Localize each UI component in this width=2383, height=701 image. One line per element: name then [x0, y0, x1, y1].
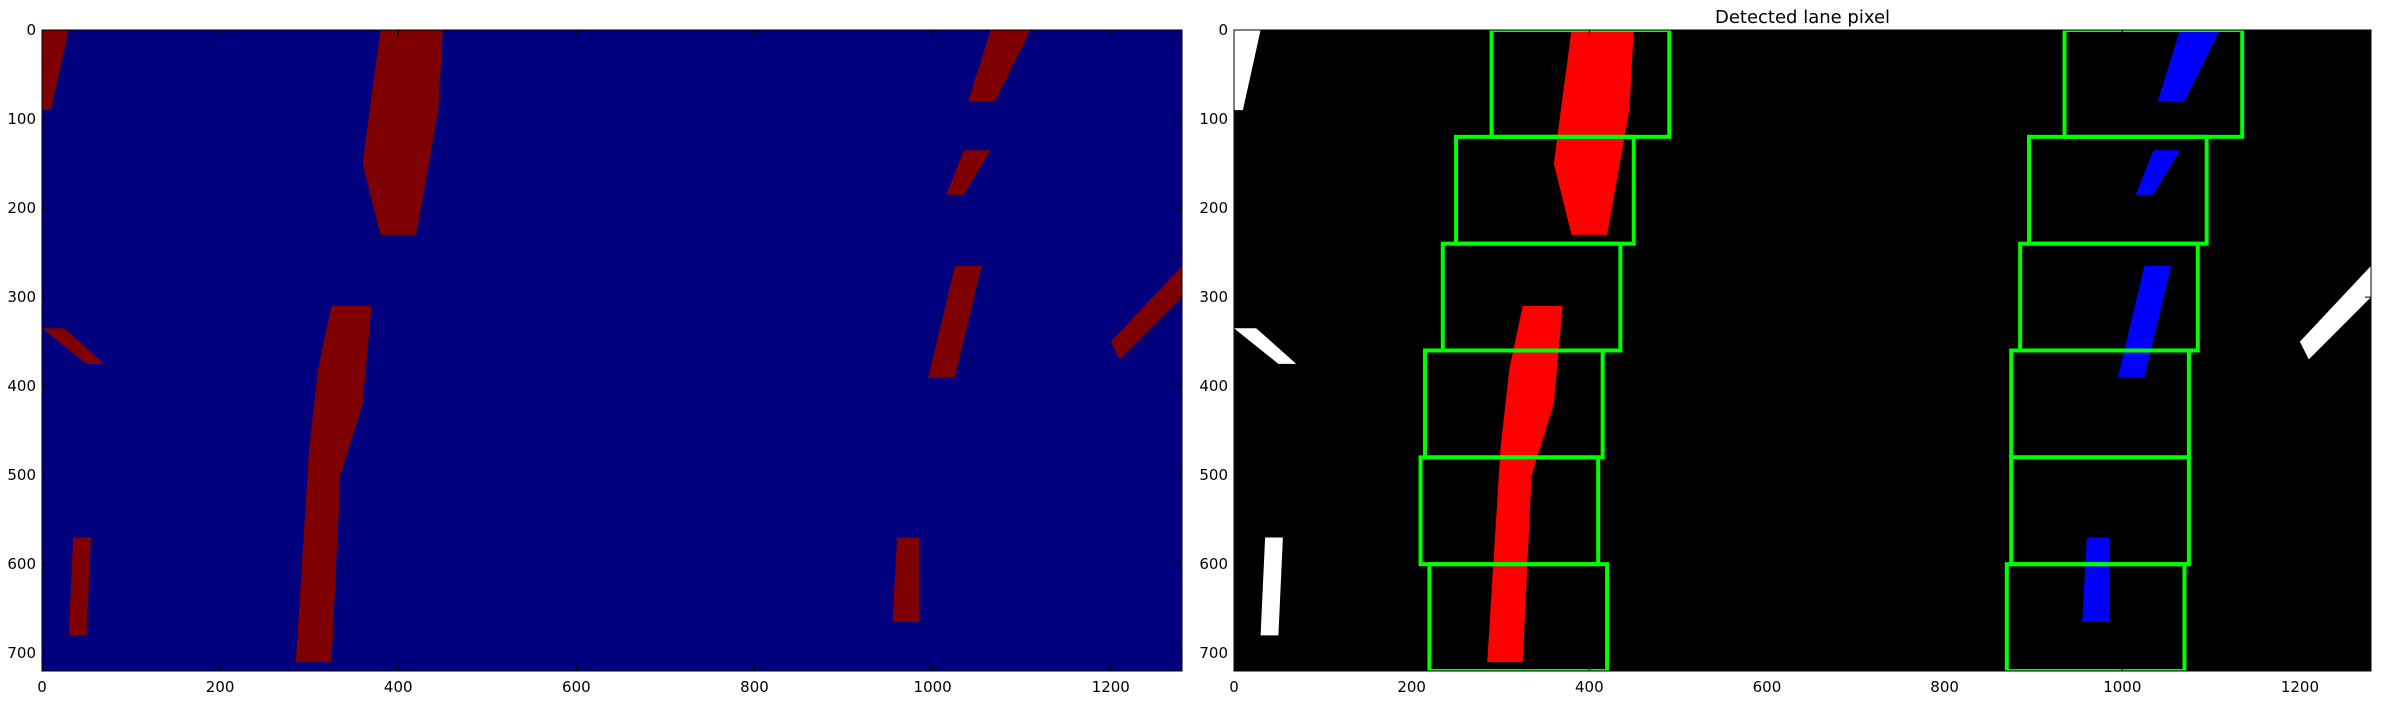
x-tick-label-800: 800 [740, 678, 769, 696]
x-tick-label-400: 400 [1575, 678, 1604, 696]
chart-title: Detected lane pixel [1715, 7, 1890, 28]
lane-pixel-region-left-lane-upper [362, 30, 443, 235]
lane-pixel-region-right-edge-mid [1110, 265, 1182, 360]
left-lane-pixel-region-0 [1553, 30, 1634, 235]
y-tick-label-200: 200 [1199, 199, 1228, 217]
x-tick-label-800: 800 [1930, 678, 1959, 696]
right-lane-pixel-region-3 [2082, 537, 2109, 622]
right-lane-pixel-region-0 [2157, 30, 2220, 102]
pixel-layer [42, 30, 1182, 663]
x-tick-label-600: 600 [562, 678, 591, 696]
lane-pixel-region-left-edge-top [42, 30, 69, 111]
lane-pixel-region-left-edge-bottom [68, 537, 91, 636]
plot-frame [1233, 29, 2372, 672]
x-tick-label-1200: 1200 [2281, 678, 2319, 696]
left-lane-pixel-region-1 [1487, 306, 1563, 663]
x-tick-label-400: 400 [384, 678, 413, 696]
y-tick-label-0: 0 [26, 21, 36, 39]
other-pixel-region-2 [1260, 537, 1283, 636]
plot-background [1234, 30, 2371, 671]
other-pixel-region-1 [1234, 328, 1297, 364]
y-tick-label-500: 500 [1199, 466, 1228, 484]
plot-frame [41, 29, 1183, 672]
lane-pixel-region-right-lane-bottom [892, 537, 920, 622]
other-pixel-region-3 [2299, 265, 2371, 360]
right-detected-lane-plot: 0 200 400 600 800 1000 1200 0 100 200 300 400 500 600… [1199, 7, 2372, 696]
x-tick-label-200: 200 [1397, 678, 1426, 696]
x-tick-label-0: 0 [1229, 678, 1239, 696]
lane-pixel-region-left-lane-lower [295, 306, 372, 663]
y-tick-label-400: 400 [1199, 377, 1228, 395]
y-tick-label-700: 700 [7, 644, 36, 662]
x-tick-label-1000: 1000 [2103, 678, 2141, 696]
y-tick-label-700: 700 [1199, 644, 1228, 662]
lane-pixel-region-right-lane-mid [946, 150, 991, 195]
y-tick-label-600: 600 [7, 555, 36, 573]
x-tick-label-200: 200 [206, 678, 235, 696]
y-tick-label-500: 500 [7, 466, 36, 484]
y-tick-label-300: 300 [7, 288, 36, 306]
y-tick-label-300: 300 [1199, 288, 1228, 306]
y-tick-label-200: 200 [7, 199, 36, 217]
x-tick-label-0: 0 [37, 678, 47, 696]
y-tick-label-0: 0 [1218, 21, 1228, 39]
left-search-window-5 [1427, 562, 1610, 671]
left-binary-heatmap: 0 200 400 600 800 1000 1200 0 100 200 300 400 500 600… [7, 21, 1183, 696]
lane-pixel-region-right-lane-low [928, 265, 982, 378]
right-lane-pixel-region-1 [2135, 150, 2180, 195]
y-tick-label-100: 100 [1199, 110, 1228, 128]
y-tick-label-400: 400 [7, 377, 36, 395]
x-tick-label-1200: 1200 [1092, 678, 1130, 696]
lane-pixel-region-right-lane-top [968, 30, 1031, 102]
plot-background [42, 30, 1182, 671]
y-tick-label-600: 600 [1199, 555, 1228, 573]
y-tick-label-100: 100 [7, 110, 36, 128]
pixel-layer [1234, 30, 2371, 671]
right-search-window-5 [2004, 562, 2187, 671]
x-tick-label-600: 600 [1753, 678, 1782, 696]
x-tick-label-1000: 1000 [914, 678, 952, 696]
lane-pixel-region-left-edge-mid [42, 328, 105, 364]
other-pixel-region-0 [1234, 30, 1261, 111]
